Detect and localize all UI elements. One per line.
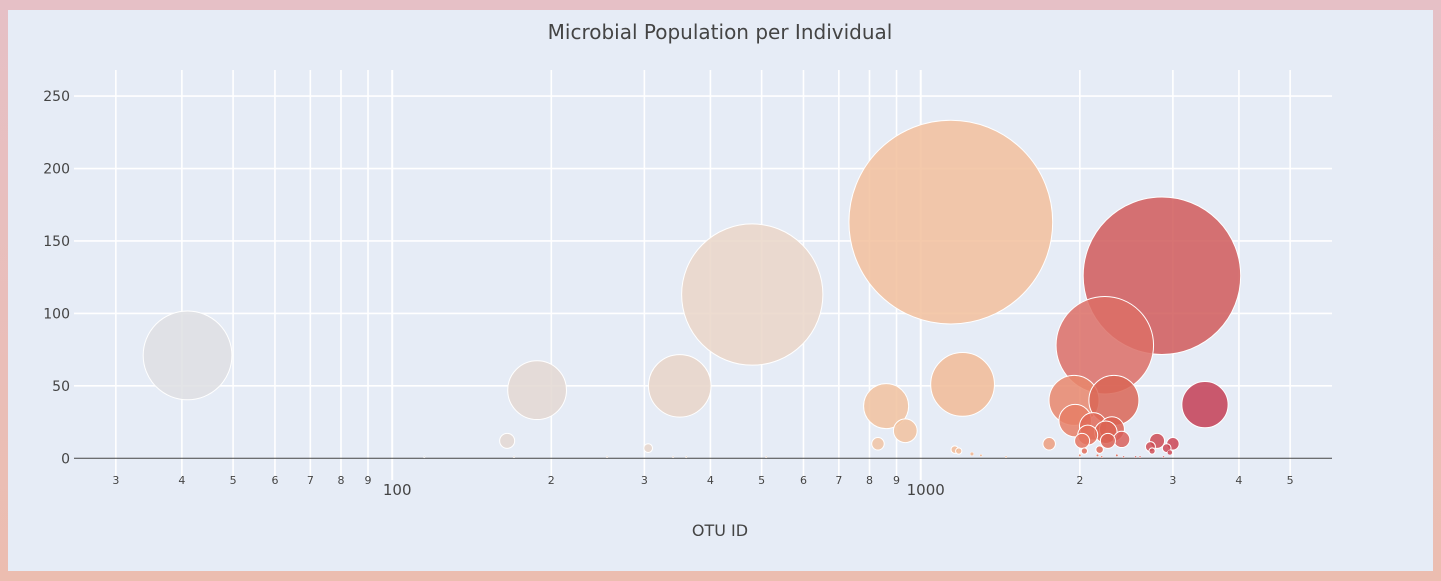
bubble-5[interactable] bbox=[930, 352, 995, 417]
y-axis: 0 50 100 150 200 250 bbox=[43, 89, 70, 467]
x-axis: 3 4 5 6 7 8 9 100 2 3 4 5 6 7 8 9 1000 2 3 4 5 bbox=[112, 474, 1293, 499]
bubble-24[interactable] bbox=[1042, 437, 1056, 451]
bubble-40[interactable] bbox=[423, 455, 426, 459]
bubble-27[interactable] bbox=[643, 443, 654, 454]
bubble-33[interactable] bbox=[1148, 447, 1156, 455]
x-tick-label-7: 100 bbox=[383, 481, 412, 499]
x-tick-label-2: 5 bbox=[230, 474, 237, 487]
x-tick-label-9: 3 bbox=[641, 474, 648, 487]
bubble-6[interactable] bbox=[648, 354, 712, 418]
bubble-series bbox=[142, 119, 1242, 459]
x-tick-label-18: 3 bbox=[1169, 474, 1176, 487]
x-tick-label-4: 7 bbox=[307, 474, 314, 487]
bubble-50[interactable] bbox=[1138, 455, 1142, 459]
x-tick-label-19: 4 bbox=[1235, 474, 1242, 487]
bubble-20[interactable] bbox=[1074, 432, 1091, 449]
x-tick-label-12: 6 bbox=[800, 474, 807, 487]
bubble-19[interactable] bbox=[499, 432, 516, 449]
chart-panel: Microbial Population per Individual 3 4 5 6… bbox=[8, 10, 1433, 571]
bubble-39[interactable] bbox=[1115, 453, 1119, 457]
x-tick-label-20: 5 bbox=[1287, 474, 1294, 487]
bubble-48[interactable] bbox=[1122, 455, 1125, 459]
x-tick-label-0: 3 bbox=[112, 474, 119, 487]
y-tick-label-2: 100 bbox=[43, 306, 70, 322]
bubble-10[interactable] bbox=[1181, 381, 1229, 429]
x-axis-label: OTU ID bbox=[692, 521, 748, 540]
bubble-chart: Microbial Population per Individual 3 4 5 6… bbox=[8, 10, 1433, 571]
chart-title: Microbial Population per Individual bbox=[548, 20, 893, 44]
bubble-49[interactable] bbox=[1134, 455, 1137, 459]
bubble-11[interactable] bbox=[863, 383, 910, 430]
bubble-2[interactable] bbox=[681, 223, 824, 366]
bubble-51[interactable] bbox=[1162, 455, 1165, 459]
y-tick-label-0: 0 bbox=[61, 451, 70, 467]
bubble-43[interactable] bbox=[671, 455, 675, 459]
bubble-42[interactable] bbox=[605, 455, 609, 459]
bubble-41[interactable] bbox=[512, 455, 516, 459]
x-tick-label-10: 4 bbox=[707, 474, 714, 487]
bubble-34[interactable] bbox=[1167, 449, 1173, 456]
bubble-45[interactable] bbox=[764, 455, 768, 459]
bubble-15[interactable] bbox=[892, 418, 918, 444]
bubble-46[interactable] bbox=[1004, 455, 1008, 459]
x-tick-label-14: 8 bbox=[866, 474, 873, 487]
bubble-31[interactable] bbox=[955, 447, 963, 455]
x-tick-label-17: 2 bbox=[1076, 474, 1083, 487]
x-tick-label-16: 1000 bbox=[907, 481, 945, 499]
x-tick-label-3: 6 bbox=[271, 474, 278, 487]
bubble-38[interactable] bbox=[1095, 453, 1099, 457]
bubble-21[interactable] bbox=[1099, 432, 1116, 449]
bubble-23[interactable] bbox=[871, 437, 885, 451]
x-tick-label-1: 4 bbox=[178, 474, 185, 487]
x-tick-label-8: 2 bbox=[548, 474, 555, 487]
bubble-36[interactable] bbox=[979, 453, 983, 457]
bubble-35[interactable] bbox=[969, 451, 975, 457]
y-tick-label-3: 150 bbox=[43, 234, 70, 250]
bubble-32[interactable] bbox=[1080, 447, 1089, 455]
x-tick-label-6: 9 bbox=[365, 474, 372, 487]
x-tick-label-13: 7 bbox=[835, 474, 842, 487]
y-tick-label-1: 50 bbox=[52, 379, 70, 395]
bubble-37[interactable] bbox=[1078, 453, 1082, 457]
bubble-44[interactable] bbox=[684, 455, 688, 459]
y-tick-label-5: 250 bbox=[43, 89, 70, 105]
bubble-4[interactable] bbox=[142, 310, 233, 401]
bubble-30[interactable] bbox=[1095, 445, 1104, 454]
x-tick-label-5: 8 bbox=[337, 474, 344, 487]
bubble-7[interactable] bbox=[507, 360, 567, 421]
x-tick-label-15: 9 bbox=[893, 474, 900, 487]
x-tick-label-11: 5 bbox=[758, 474, 765, 487]
bubble-18[interactable] bbox=[1113, 430, 1131, 449]
bubble-47[interactable] bbox=[1100, 455, 1103, 459]
bubble-0[interactable] bbox=[848, 119, 1054, 325]
y-tick-label-4: 200 bbox=[43, 162, 70, 178]
